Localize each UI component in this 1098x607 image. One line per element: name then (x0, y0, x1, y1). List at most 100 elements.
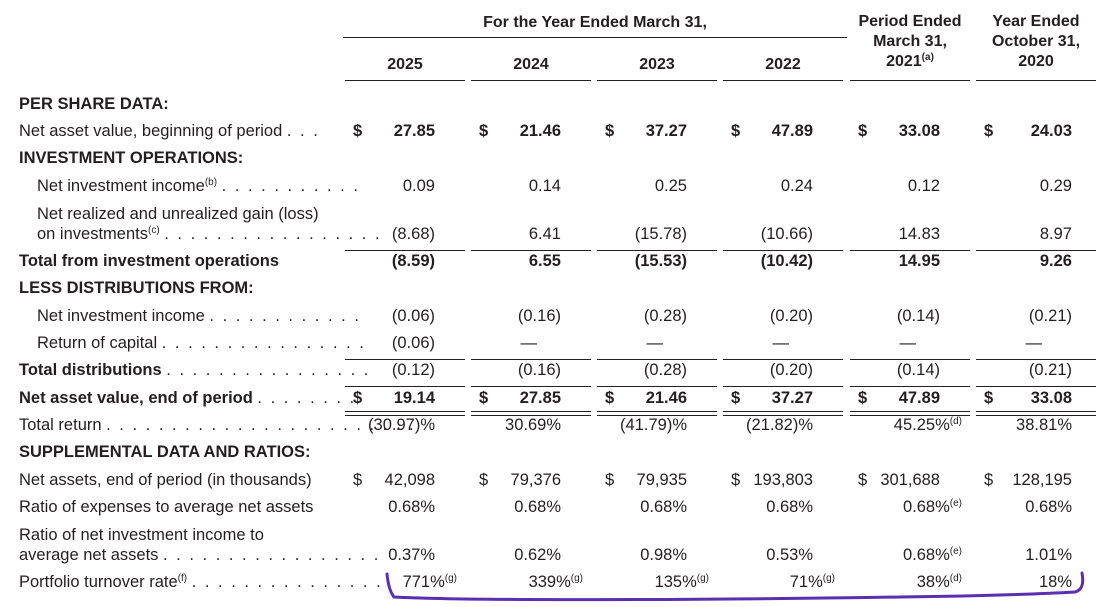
turnover-text: Portfolio turnover rate (19, 573, 178, 591)
cell-dist-nii: (0.16) (471, 307, 561, 326)
cell-value: 0.68% (902, 546, 950, 564)
cell-footnote: (g) (444, 573, 457, 584)
cell-nav-begin: 33.08 (850, 122, 940, 141)
year-2022: 2022 (765, 56, 801, 73)
cell-turnover: 339%(g) (471, 573, 583, 592)
cell-value: (15.78) (634, 225, 687, 243)
cell-value: (30.97)% (368, 416, 435, 434)
subtotal-rule (597, 250, 717, 251)
investment-operations-heading: INVESTMENT OPERATIONS: (19, 149, 244, 167)
period-ended-line3: 2021(a) (850, 52, 970, 72)
currency-symbol: $ (858, 471, 868, 489)
nii-ratio-label-line2: average net assets . . . . . . . . . . .… (19, 546, 380, 565)
subtotal-rule (723, 250, 843, 251)
cell-gain: (10.66) (723, 225, 813, 244)
cell-dist-nii: (0.28) (597, 307, 687, 326)
cell-value: 0.68% (902, 498, 950, 516)
cell-value: 135% (654, 573, 697, 591)
period-ended-line1: Period Ended (858, 13, 962, 30)
group-title: For the Year Ended March 31, (483, 14, 707, 31)
currency-symbol: $ (479, 471, 489, 489)
cell-total-return: (21.82)% (723, 416, 813, 435)
cell-nii: 0.24 (723, 177, 813, 196)
cell-total-return: 30.69% (471, 416, 561, 435)
gain-text: on investments (37, 225, 148, 243)
currency-symbol: $ (858, 389, 868, 407)
dist-nii-text: Net investment income (37, 307, 205, 325)
cell-value: (21.82)% (746, 416, 813, 434)
turnover-label: Portfolio turnover rate(f) . . . . . . .… (19, 573, 383, 592)
cell-gain: 8.97 (976, 225, 1072, 244)
currency-symbol: $ (984, 471, 994, 489)
cell-roc: — (976, 334, 1043, 353)
header-rule-2025 (345, 80, 465, 81)
period-ended-year: 2021 (886, 53, 922, 70)
per-share-heading: PER SHARE DATA: (19, 95, 169, 113)
total-dist-text: Total distributions (19, 361, 162, 379)
cell-value: 30.69% (505, 416, 561, 434)
cell-value: (0.20) (769, 361, 813, 379)
cell-value: — (772, 334, 790, 352)
total-rule-top (597, 386, 717, 387)
total-double-rule (471, 411, 591, 416)
cell-turnover: 771%(g) (345, 573, 457, 592)
cell-nav-end: 33.08 (976, 389, 1072, 408)
cell-footnote: (g) (570, 573, 583, 584)
cell-total-return: (41.79)% (597, 416, 687, 435)
cell-value: 47.89 (771, 122, 813, 140)
header-rule-2021 (850, 80, 970, 81)
subtotal-rule (345, 250, 465, 251)
cell-value: 0.14 (528, 177, 561, 195)
cell-nav-end: 27.85 (471, 389, 561, 408)
subtotal-rule (345, 359, 465, 360)
cell-dist-nii: (0.20) (723, 307, 813, 326)
cell-value: 27.85 (519, 389, 561, 407)
cell-value: 0.24 (780, 177, 813, 195)
annotation-stroke (385, 571, 1085, 602)
nii-ratio-text: average net assets (19, 546, 159, 564)
cell-exp-ratio: 0.68% (976, 498, 1072, 517)
cell-nav-end: 37.27 (723, 389, 813, 408)
cell-value: 771% (402, 573, 445, 591)
subtotal-rule (976, 250, 1096, 251)
period-ended-sup: (a) (921, 52, 934, 63)
total-rule-top (723, 386, 843, 387)
currency-symbol: $ (858, 122, 868, 140)
cell-value: (0.06) (391, 307, 435, 325)
cell-value: 24.03 (1030, 122, 1072, 140)
cell-value: (10.42) (760, 252, 813, 270)
cell-net-assets: 193,803 (723, 471, 813, 490)
nii-label: Net investment income(b) . . . . . . . .… (37, 177, 360, 196)
year-2023: 2023 (639, 56, 675, 73)
cell-value: (15.53) (634, 252, 687, 270)
expense-ratio-label: Ratio of expenses to average net assets (19, 498, 314, 516)
currency-symbol: $ (353, 471, 363, 489)
cell-footnote: (d) (949, 573, 962, 584)
nii-sup: (b) (204, 177, 218, 188)
cell-footnote: (d) (949, 416, 962, 427)
cell-nii-ratio: 0.98% (597, 546, 687, 565)
subtotal-rule (471, 359, 591, 360)
subtotal-rule (850, 250, 970, 251)
cell-value: 18% (1038, 573, 1072, 591)
leader-dots: . . . (286, 122, 320, 140)
year-2024: 2024 (513, 56, 549, 73)
cell-exp-ratio: 0.68% (597, 498, 687, 517)
cell-gain: (15.78) (597, 225, 687, 244)
subtotal-rule (471, 250, 591, 251)
cell-footnote: (g) (696, 573, 709, 584)
total-double-rule (345, 411, 465, 416)
subtotal-rule (850, 359, 970, 360)
cell-dist-nii: (0.06) (345, 307, 435, 326)
cell-net-assets: 128,195 (976, 471, 1072, 490)
cell-value: (0.12) (391, 361, 435, 379)
cell-value: 71% (789, 573, 823, 591)
cell-value: 79,376 (510, 471, 561, 489)
cell-total-ops: (15.53) (597, 252, 687, 271)
cell-value: (0.14) (896, 361, 940, 379)
cell-total-dist: (0.12) (345, 361, 435, 380)
cell-nav-end: 47.89 (850, 389, 940, 408)
cell-total-ops: (10.42) (723, 252, 813, 271)
cell-value: 193,803 (753, 471, 813, 489)
cell-value: 0.53% (766, 546, 813, 564)
